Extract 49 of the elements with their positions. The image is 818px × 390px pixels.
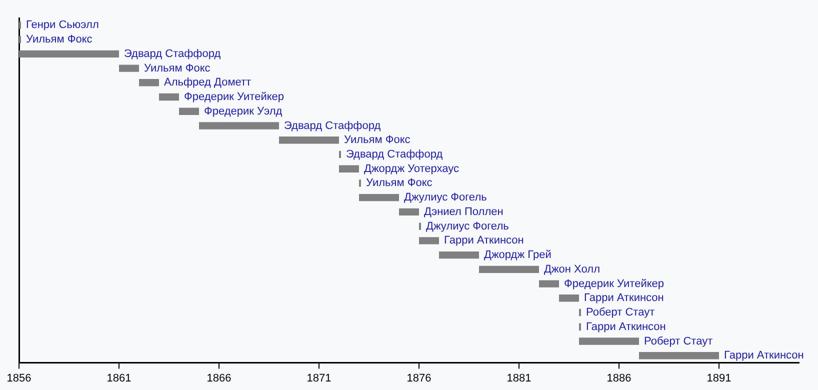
y-tick-label: Гарри Аткинсон [724, 350, 804, 362]
bar [399, 208, 419, 216]
y-tick-label: Фредерик Уитейкер [564, 278, 664, 290]
bar [539, 280, 559, 288]
y-tick-label: Дэниел Поллен [424, 206, 504, 218]
y-tick-label: Эдвард Стаффорд [284, 120, 382, 132]
x-tick-label: 1866 [206, 372, 232, 384]
bar [359, 194, 399, 202]
y-tick-label: Уильям Фокс [344, 134, 411, 146]
bar [439, 251, 479, 259]
y-tick-label: Альфред Дометт [164, 76, 252, 89]
bar [159, 93, 179, 101]
bar [479, 266, 539, 274]
y-tick-label: Джордж Уотерхаус [364, 162, 460, 175]
x-tick-label: 1871 [306, 372, 332, 384]
y-tick-label: Джулиус Фогель [404, 192, 488, 204]
bar [179, 108, 199, 115]
bar [119, 64, 139, 72]
y-tick-label: Эдвард Стаффорд [124, 48, 222, 60]
y-tick-label: Генри Сьюэлл [26, 19, 99, 32]
y-tick-label: Джон Холл [544, 263, 600, 276]
y-tick-label: Уильям Фокс [144, 62, 211, 74]
y-tick-label: Джордж Грей [484, 249, 552, 262]
y-tick-label: Джулиус Фогель [426, 220, 510, 232]
y-tick-label: Эдвард Стаффорд [346, 148, 444, 161]
bar [279, 136, 339, 144]
bar [639, 352, 719, 360]
y-tick-label: Гарри Аткинсон [586, 320, 666, 333]
x-tick-label: 1881 [506, 372, 532, 384]
x-tick-label: 1886 [606, 372, 632, 384]
bar [19, 50, 119, 58]
bar [139, 79, 159, 86]
y-tick-label: Роберт Стаут [586, 306, 655, 319]
bar [559, 294, 579, 302]
y-tick-label: Фредерик Уитейкер [184, 91, 284, 104]
y-tick-label: Уильям Фокс [26, 34, 93, 46]
x-tick-label: 1891 [706, 372, 732, 384]
y-tick-label: Роберт Стаут [644, 335, 713, 348]
bar [579, 338, 639, 345]
y-tick-label: Гарри Аткинсон [584, 292, 664, 304]
bar [339, 165, 359, 172]
y-tick-label: Фредерик Уэлд [204, 105, 283, 118]
bar [199, 122, 279, 130]
x-tick-label: 1856 [6, 372, 32, 384]
x-tick-label: 1876 [406, 372, 432, 384]
x-tick-label: 1861 [106, 372, 132, 384]
y-tick-label: Уильям Фокс [366, 177, 433, 190]
bar [419, 237, 439, 244]
y-tick-label: Гарри Аткинсон [444, 234, 524, 247]
